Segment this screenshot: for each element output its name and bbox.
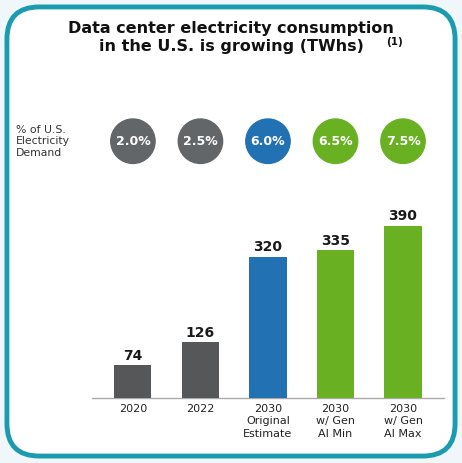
Text: 390: 390	[389, 209, 418, 224]
Bar	[115, 365, 152, 398]
Text: Electricity: Electricity	[16, 136, 70, 146]
Text: 7.5%: 7.5%	[386, 135, 420, 148]
Text: % of U.S.: % of U.S.	[16, 125, 66, 135]
Text: 6.0%: 6.0%	[251, 135, 285, 148]
Text: 335: 335	[321, 234, 350, 248]
Text: 6.5%: 6.5%	[318, 135, 353, 148]
Text: in the U.S. is growing (TWhs): in the U.S. is growing (TWhs)	[98, 39, 364, 54]
Bar	[384, 225, 422, 398]
Text: (1): (1)	[386, 37, 402, 47]
Bar	[182, 343, 219, 398]
Text: 2.5%: 2.5%	[183, 135, 218, 148]
Text: 2.0%: 2.0%	[116, 135, 150, 148]
Text: Data center electricity consumption: Data center electricity consumption	[68, 21, 394, 36]
Text: 126: 126	[186, 326, 215, 340]
Text: Demand: Demand	[16, 148, 62, 158]
Bar	[317, 250, 354, 398]
Text: 74: 74	[123, 349, 143, 363]
Text: 320: 320	[254, 240, 282, 254]
Bar	[249, 257, 286, 398]
